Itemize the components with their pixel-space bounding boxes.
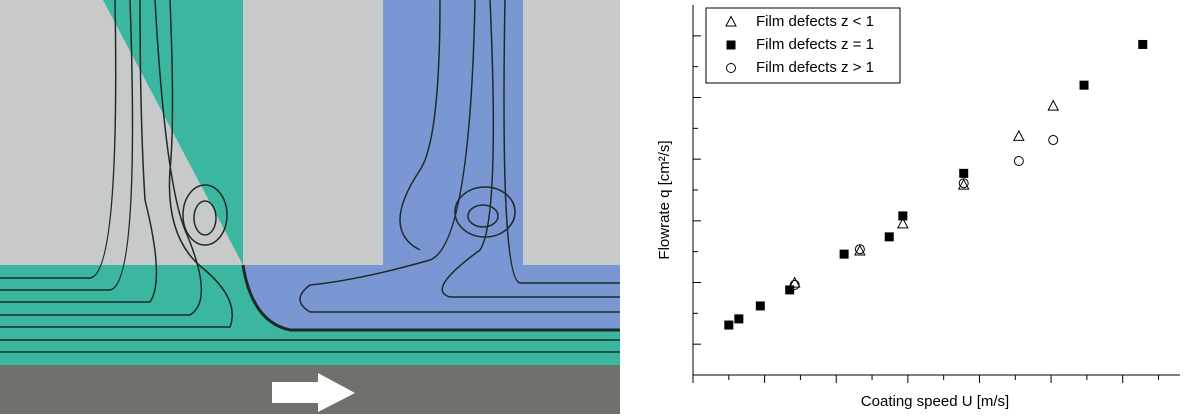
marker-triangle [1048,101,1058,111]
marker-square [1080,81,1089,90]
marker-square [959,169,968,178]
marker-square [898,211,907,220]
marker-square [885,232,894,241]
marker-circle [1049,136,1058,145]
legend-label: Film defects z = 1 [756,36,874,53]
plot: Film defects z < 1 Film defects z = 1 Film… [693,5,1180,383]
marker-circle [1014,157,1023,166]
marker-square [734,314,743,323]
marker-triangle [1014,131,1024,141]
marker-square [724,321,733,330]
marker-square [785,285,794,294]
marker-square [840,250,849,259]
figure: Film defects z < 1 Film defects z = 1 Film… [0,0,1195,414]
y-axis-label: Flowrate q [cm²/s] [656,140,673,259]
legend-label: Film defects z < 1 [756,13,874,30]
marker-square [727,41,736,50]
flow-diagram [0,0,620,414]
x-axis-label: Coating speed U [m/s] [861,393,1009,410]
legend-label: Film defects z > 1 [756,59,874,76]
marker-square [756,301,765,310]
marker-circle [790,280,799,289]
marker-square [1138,40,1147,49]
